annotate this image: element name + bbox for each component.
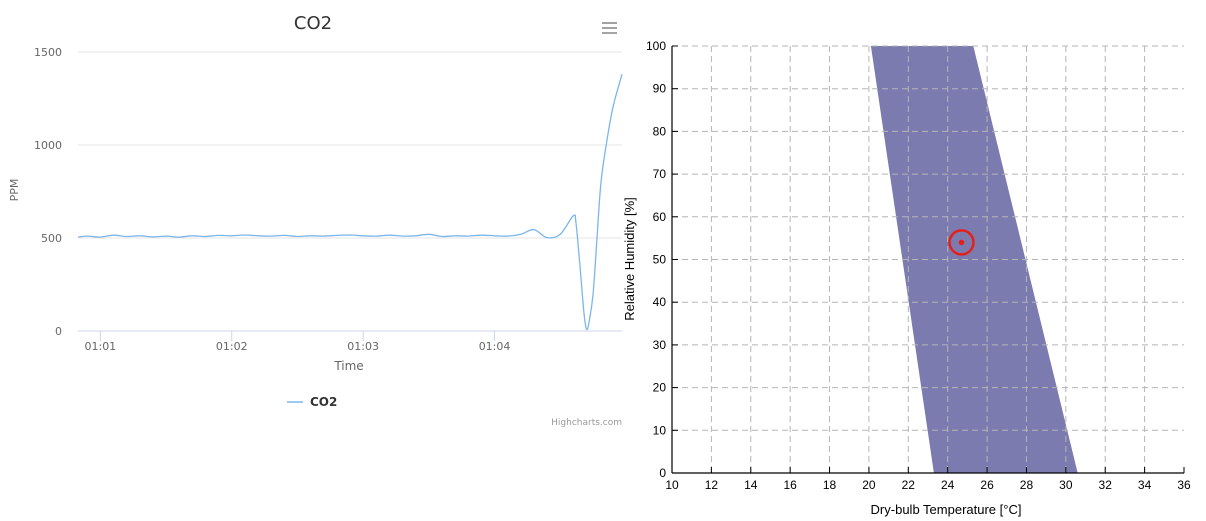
co2-x-axis-label: Time — [333, 359, 363, 373]
comfort-y-tick-labels: 0 10 20 30 40 50 60 70 80 90 100 — [646, 39, 678, 480]
comfort-y-tick-label: 100 — [646, 39, 666, 53]
comfort-x-tick-labels: 10 12 14 16 18 20 22 24 26 28 30 32 34 36 — [665, 467, 1191, 492]
co2-series — [77, 74, 623, 331]
comfort-y-tick-label: 70 — [653, 167, 667, 181]
comfort-y-tick-label: 40 — [653, 295, 667, 309]
co2-y-tick-label: 1500 — [34, 46, 62, 59]
co2-x-tick-label: 01:02 — [216, 340, 248, 353]
comfort-y-tick-label: 20 — [653, 381, 667, 395]
comfort-x-tick-label: 26 — [980, 478, 994, 492]
comfort-x-tick-label: 32 — [1099, 478, 1113, 492]
comfort-y-tick-label: 0 — [659, 466, 666, 480]
co2-legend-label: CO2 — [310, 395, 337, 409]
comfort-x-tick-label: 30 — [1059, 478, 1073, 492]
co2-series-line — [77, 74, 623, 331]
comfort-gridlines — [672, 45, 1184, 473]
comfort-x-tick-label: 16 — [783, 478, 797, 492]
co2-gridlines — [78, 51, 622, 332]
hamburger-icon[interactable] — [598, 19, 620, 41]
comfort-x-axis-label: Dry-bulb Temperature [°C] — [871, 502, 1022, 517]
co2-y-tick-labels: 0 500 1000 1500 — [34, 46, 62, 338]
comfort-x-tick-label: 28 — [1020, 478, 1034, 492]
highcharts-credits-link[interactable]: Highcharts.com — [551, 418, 622, 428]
comfort-y-tick-label: 80 — [653, 124, 667, 138]
co2-x-tick-label: 01:03 — [347, 340, 379, 353]
co2-x-tick-label: 01:04 — [479, 340, 511, 353]
comfort-x-tick-label: 12 — [705, 478, 719, 492]
co2-x-tick-labels: 01:01 01:02 01:03 01:04 — [84, 331, 510, 353]
comfort-x-tick-label: 18 — [823, 478, 837, 492]
comfort-x-tick-label: 22 — [902, 478, 916, 492]
comfort-x-tick-label: 20 — [862, 478, 876, 492]
comfort-x-tick-label: 36 — [1177, 478, 1191, 492]
comfort-y-tick-label: 50 — [653, 253, 667, 267]
current-condition-ring — [948, 229, 975, 256]
comfort-x-tick-label: 34 — [1138, 478, 1152, 492]
co2-x-tick-label: 01:01 — [84, 340, 116, 353]
comfort-y-axis-label: Relative Humidity [%] — [622, 197, 637, 321]
co2-y-tick-label: 1000 — [34, 139, 62, 152]
comfort-chart: 10 12 14 16 18 20 22 24 26 28 30 32 34 36 01020304050… — [622, 39, 1191, 517]
comfort-y-tick-label: 60 — [653, 210, 667, 224]
co2-y-tick-label: 0 — [55, 325, 62, 338]
co2-y-axis-label: PPM — [8, 179, 21, 202]
co2-chart: CO2 0 500 1000 1500 01:01 01:02 01:03 01:04 PP… — [8, 13, 623, 428]
comfort-x-tick-label: 10 — [665, 478, 679, 492]
comfort-x-tick-label: 24 — [941, 478, 955, 492]
co2-legend[interactable]: CO2 — [287, 395, 337, 409]
comfort-y-tick-label: 10 — [653, 423, 667, 437]
current-condition-layer — [948, 229, 975, 256]
comfort-y-tick-label: 90 — [653, 82, 667, 96]
comfort-x-tick-label: 14 — [744, 478, 758, 492]
comfort-y-tick-label: 30 — [653, 338, 667, 352]
current-condition-dot — [958, 239, 965, 246]
co2-chart-title: CO2 — [294, 13, 332, 34]
co2-y-tick-label: 500 — [41, 232, 62, 245]
